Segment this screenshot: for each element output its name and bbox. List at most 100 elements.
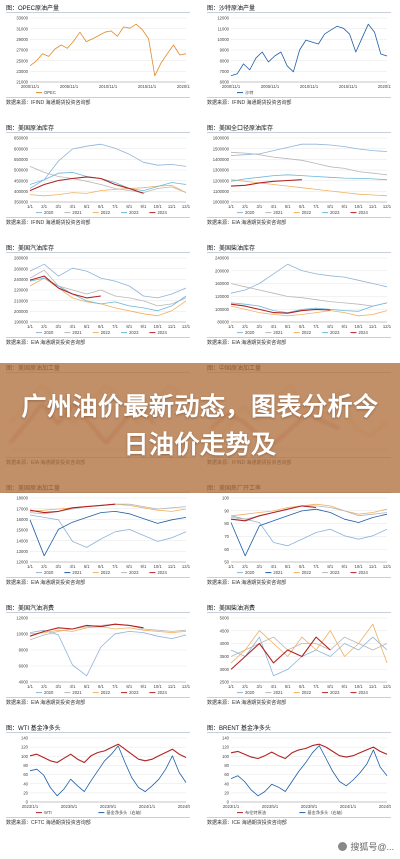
- legend-label: 2024: [157, 210, 167, 215]
- chart-panel: 图：美国柴油库存 数据来源：EIA 海通期货投资咨询部 240000 200000 16…: [203, 242, 393, 348]
- legend-label: 布伦特原油: [245, 809, 266, 816]
- y-tick-label: 1400000: [213, 157, 230, 162]
- x-tick-label: 12/1: [182, 324, 190, 329]
- x-tick-label: 5/1: [285, 204, 291, 209]
- chart-panel: 图：美国柴油消费 数据来源：EIA 海通期货投资咨询部 5000 4500 4000 35…: [203, 602, 393, 708]
- y-tick-label: 90: [224, 508, 229, 513]
- x-tick-label: 8/1: [126, 204, 132, 209]
- divider: [207, 132, 391, 133]
- x-tick-label: 4/1: [271, 204, 277, 209]
- x-tick-label: 2015/11/1: [138, 84, 157, 89]
- y-tick-label: 8000: [220, 58, 230, 63]
- y-tick-label: 1500000: [213, 146, 230, 151]
- y-tick-label: 0: [227, 800, 230, 805]
- divider: [6, 12, 190, 13]
- y-tick-label: 5000: [220, 616, 230, 621]
- y-tick-label: 21000: [16, 80, 28, 85]
- x-tick-label: 9/1: [141, 204, 147, 209]
- y-tick-label: 280000: [14, 256, 29, 261]
- series-line: [29, 277, 187, 312]
- divider: [207, 12, 391, 13]
- y-tick-label: 14000: [16, 538, 28, 543]
- chart-panel: 图：美国原油库存 数据来源：IFIND 海通期货投资咨询部 650000 600000…: [2, 122, 192, 228]
- legend-label: 2021: [72, 570, 82, 575]
- y-tick-label: 600000: [14, 146, 29, 151]
- x-tick-label: 6/1: [299, 204, 305, 209]
- y-tick-label: 4000: [220, 641, 230, 646]
- x-tick-label: 1/1: [228, 564, 234, 569]
- chart-title: 图：美国原油库存: [6, 125, 55, 132]
- x-tick-label: 5/1: [285, 684, 291, 689]
- divider: [6, 337, 190, 338]
- x-tick-label: 12/1: [182, 684, 190, 689]
- divider: [6, 732, 190, 733]
- chart-plot: 280000 260000 240000 220000 210000 200000 1900…: [14, 256, 190, 335]
- x-tick-label: 6/1: [299, 684, 305, 689]
- series-line: [29, 623, 144, 637]
- chart-source: 数据来源：EIA 海通期货投资咨询部: [6, 580, 86, 586]
- x-tick-label: 11/1: [369, 204, 378, 209]
- chart-title: 图：BRENT 基金净多头: [207, 725, 271, 732]
- y-tick-label: 80: [224, 521, 229, 526]
- y-tick-label: 60: [224, 547, 229, 552]
- x-tick-label: 11/1: [168, 564, 177, 569]
- y-tick-label: 50: [224, 560, 229, 565]
- y-tick-label: 350000: [14, 200, 29, 205]
- y-tick-label: 4500: [220, 628, 230, 633]
- legend-label: 2020: [44, 570, 54, 575]
- chart-plot: 650000 600000 550000 500000 450000 400000 3500…: [14, 136, 190, 215]
- x-tick-label: 8/1: [126, 564, 132, 569]
- y-tick-label: 6000: [220, 80, 230, 85]
- y-tick-label: 260000: [14, 266, 29, 271]
- y-tick-label: 100000: [215, 307, 230, 312]
- series-line: [230, 743, 388, 760]
- x-tick-label: 4/1: [70, 324, 76, 329]
- x-tick-label: 3/1: [55, 684, 61, 689]
- divider: [6, 217, 190, 218]
- legend-label: 2023: [330, 210, 340, 215]
- y-tick-label: 25000: [16, 58, 28, 63]
- x-tick-label: 9/1: [342, 564, 348, 569]
- chart-title: 图：沙特原油产量: [207, 5, 256, 12]
- y-tick-label: 16000: [16, 517, 28, 522]
- x-tick-label: 11/1: [168, 684, 177, 689]
- x-tick-label: 9/1: [342, 324, 348, 329]
- x-tick-label: 5/1: [285, 324, 291, 329]
- x-tick-label: 2005/11/1: [261, 84, 280, 89]
- legend-label: 2024: [157, 330, 167, 335]
- x-tick-label: 2020/11/1: [378, 84, 391, 89]
- chart-panel: 图：美国汽油消费 数据来源：EIA 海通期货投资咨询部 12000 10000 8000…: [2, 602, 192, 708]
- x-tick-label: 4/1: [271, 684, 277, 689]
- y-tick-label: 100: [222, 754, 230, 759]
- x-tick-label: 4/1: [271, 324, 277, 329]
- x-tick-label: 1/1: [27, 684, 33, 689]
- watermark-text: 搜狐号@...: [350, 842, 394, 852]
- series-line: [230, 174, 388, 182]
- headline-banner: [0, 363, 400, 493]
- logo-icon: [338, 842, 348, 851]
- x-tick-label: 2/1: [242, 324, 248, 329]
- y-tick-label: 20: [224, 790, 229, 795]
- x-tick-label: 7/1: [112, 324, 118, 329]
- watermark: 搜狐号@...: [338, 840, 394, 853]
- chart-source: 数据来源：CFTC 海通期货投资咨询部: [6, 820, 91, 826]
- x-tick-label: 12/1: [383, 204, 391, 209]
- x-tick-label: 5/1: [84, 324, 90, 329]
- legend-label: WTI: [44, 810, 52, 815]
- x-tick-label: 9/1: [141, 684, 147, 689]
- chart-source: 数据来源：ICE 海通期货投资咨询部: [207, 820, 287, 826]
- x-tick-label: 2024/5/1: [178, 804, 190, 809]
- x-tick-label: 6/1: [98, 324, 104, 329]
- x-tick-label: 2023/9/1: [100, 804, 117, 809]
- headline-text: 广州油价最新动态，图表分析今日油价走势及: [21, 393, 379, 459]
- x-tick-label: 2010/11/1: [99, 84, 118, 89]
- series-line: [29, 626, 187, 635]
- legend-label: 2024: [358, 330, 368, 335]
- x-tick-label: 10/1: [355, 204, 364, 209]
- series-line: [230, 505, 317, 522]
- legend-label: 2022: [302, 330, 312, 335]
- y-tick-label: 6000: [19, 664, 29, 669]
- legend-label: 2024: [157, 690, 167, 695]
